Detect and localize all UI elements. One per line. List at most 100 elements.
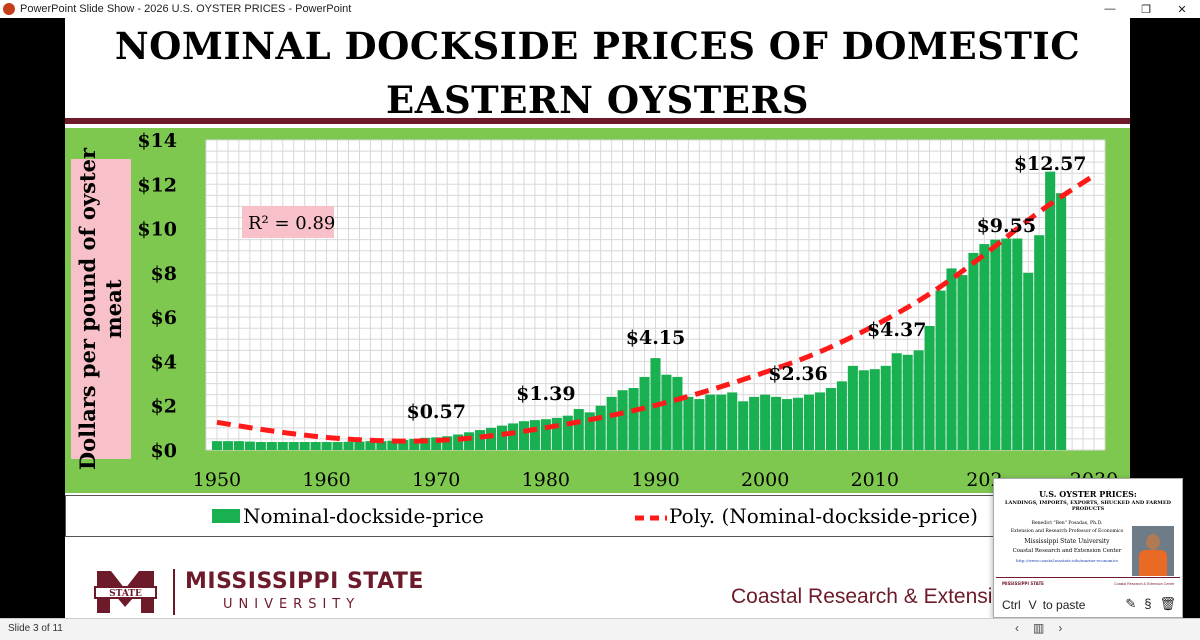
bar-1989 bbox=[639, 376, 650, 450]
bar-1977 bbox=[507, 423, 519, 450]
bar-2000 bbox=[760, 394, 771, 450]
slide-sorter-icon[interactable]: ▥ bbox=[1033, 621, 1045, 635]
annotation-label: $0.57 bbox=[406, 401, 466, 423]
bar-1987 bbox=[617, 390, 628, 450]
bar-1956 bbox=[277, 442, 288, 450]
thumbnail-slide: U.S. OYSTER PRICES: LANDINGS, IMPORTS, E… bbox=[996, 481, 1180, 591]
slide-title-band: NOMINAL DOCKSIDE PRICES OF DOMESTIC EAST… bbox=[65, 18, 1130, 126]
bar-1964 bbox=[365, 441, 376, 450]
bar-2021 bbox=[990, 239, 1001, 450]
bar-2015 bbox=[924, 326, 935, 450]
bar-2025 bbox=[1034, 235, 1045, 450]
bar-1967 bbox=[398, 440, 409, 450]
bar-1954 bbox=[255, 442, 266, 450]
y-tick-label: $4 bbox=[151, 351, 177, 373]
bar-2023 bbox=[1012, 238, 1023, 450]
x-tick-label: 1980 bbox=[522, 469, 570, 491]
title-divider-bar bbox=[65, 118, 1130, 124]
paste-hint-label: to paste bbox=[1042, 598, 1086, 612]
annotation-label: $9.55 bbox=[977, 215, 1037, 237]
bar-1981 bbox=[551, 417, 562, 450]
y-axis-ticks: $0 $2 $4 $6 $8 $10 $12 $14 bbox=[137, 130, 177, 462]
bar-1965 bbox=[376, 441, 387, 450]
trend-line bbox=[216, 173, 1096, 444]
svg-text:STATE: STATE bbox=[109, 589, 142, 599]
y-tick-label: $12 bbox=[137, 174, 177, 196]
bar-1960 bbox=[321, 442, 332, 450]
bar-1984 bbox=[584, 412, 595, 450]
bar-2001 bbox=[771, 396, 782, 450]
coastal-research-label: Coastal Research & Extensi bbox=[731, 585, 993, 608]
msu-m-logo-icon: STATE bbox=[94, 571, 157, 613]
minimize-button[interactable]: — bbox=[1104, 3, 1116, 15]
bar-1998 bbox=[738, 401, 749, 450]
bar-2007 bbox=[836, 381, 847, 450]
msu-university: UNIVERSITY bbox=[223, 597, 361, 612]
next-slide-thumbnail[interactable]: U.S. OYSTER PRICES: LANDINGS, IMPORTS, E… bbox=[993, 478, 1183, 618]
previous-slide-icon[interactable]: ‹ bbox=[1015, 621, 1019, 635]
bar-2006 bbox=[825, 388, 836, 450]
bar-1962 bbox=[343, 441, 354, 450]
bar-1993 bbox=[683, 396, 694, 450]
slide-title-line1: NOMINAL DOCKSIDE PRICES OF DOMESTIC bbox=[114, 24, 1081, 68]
window-controls: — ❐ ✕ bbox=[1092, 0, 1200, 18]
bar-2012 bbox=[891, 353, 902, 450]
annotation-label: $1.39 bbox=[516, 383, 576, 405]
annotation-label: $12.57 bbox=[1014, 153, 1087, 175]
bar-1968 bbox=[409, 438, 420, 450]
delete-icon[interactable]: 🗑 bbox=[1159, 596, 1176, 611]
thumbnail-position: Extension and Research Professor of Econ… bbox=[1010, 529, 1124, 534]
bar-2027 bbox=[1056, 193, 1067, 450]
next-slide-icon[interactable]: › bbox=[1058, 621, 1063, 635]
restore-button[interactable]: ❐ bbox=[1141, 3, 1151, 16]
legend-swatch-bars bbox=[212, 509, 240, 523]
legend-label-trend: Poly. (Nominal-dockside-price) bbox=[669, 504, 978, 528]
close-button[interactable]: ✕ bbox=[1177, 3, 1187, 16]
bar-1983 bbox=[573, 409, 584, 450]
thumbnail-author: Benedict "Ben" Posadas, Ph.D. bbox=[1031, 521, 1103, 526]
bar-2024 bbox=[1023, 272, 1034, 450]
bar-1971 bbox=[442, 436, 453, 450]
y-tick-label: $2 bbox=[151, 396, 177, 418]
bar-1988 bbox=[628, 388, 639, 450]
bar-2008 bbox=[847, 365, 858, 450]
bar-1951 bbox=[222, 441, 233, 450]
bar-1997 bbox=[727, 392, 738, 450]
link-icon[interactable]: § bbox=[1144, 596, 1152, 611]
bar-2016 bbox=[935, 290, 946, 450]
bar-2005 bbox=[814, 392, 825, 450]
bar-1959 bbox=[310, 442, 321, 450]
bar-1992 bbox=[672, 376, 683, 450]
bar-1958 bbox=[299, 442, 310, 450]
slideshow-nav: ‹ ▥ › bbox=[1015, 621, 1062, 635]
bar-1973 bbox=[464, 432, 475, 450]
slide-count: Slide 3 of 11 bbox=[8, 623, 63, 634]
bar-1999 bbox=[749, 396, 760, 450]
bar-2011 bbox=[880, 365, 891, 450]
bar-1991 bbox=[661, 374, 672, 450]
bar-2002 bbox=[782, 399, 793, 450]
annotation-label: $4.37 bbox=[867, 319, 927, 341]
paste-hint-bar: Ctrl V to paste ✎ § 🗑 bbox=[996, 595, 1180, 615]
bar-2010 bbox=[869, 369, 880, 450]
bar-2014 bbox=[913, 350, 924, 450]
thumbnail-footer: MISSISSIPPI STATE Coastal Research & Ext… bbox=[996, 577, 1180, 591]
paste-key-v: V bbox=[1028, 598, 1037, 612]
chart-bars bbox=[211, 171, 1067, 450]
bar-1982 bbox=[562, 415, 573, 450]
thumbnail-title: U.S. OYSTER PRICES: bbox=[1039, 489, 1137, 499]
bar-2018 bbox=[957, 275, 968, 450]
bar-1980 bbox=[540, 419, 551, 450]
bar-1976 bbox=[496, 425, 508, 450]
annotation-label: $4.15 bbox=[626, 327, 686, 349]
pen-icon[interactable]: ✎ bbox=[1125, 596, 1137, 611]
thumbnail-footer-left: MISSISSIPPI STATE bbox=[1002, 581, 1044, 586]
status-bar: Slide 3 of 11 ‹ ▥ › bbox=[0, 618, 1200, 640]
y-tick-label: $0 bbox=[151, 440, 177, 462]
price-chart: $0 $2 $4 $6 $8 $10 $12 $14 1950 1960 1970 1980 1990… bbox=[137, 130, 1118, 528]
bar-2019 bbox=[968, 252, 979, 450]
slide-canvas[interactable]: NOMINAL DOCKSIDE PRICES OF DOMESTIC EAST… bbox=[65, 18, 1130, 618]
legend: Nominal-dockside-price Poly. (Nominal-do… bbox=[212, 504, 978, 528]
bar-1975 bbox=[486, 427, 497, 450]
bar-2017 bbox=[946, 268, 957, 450]
